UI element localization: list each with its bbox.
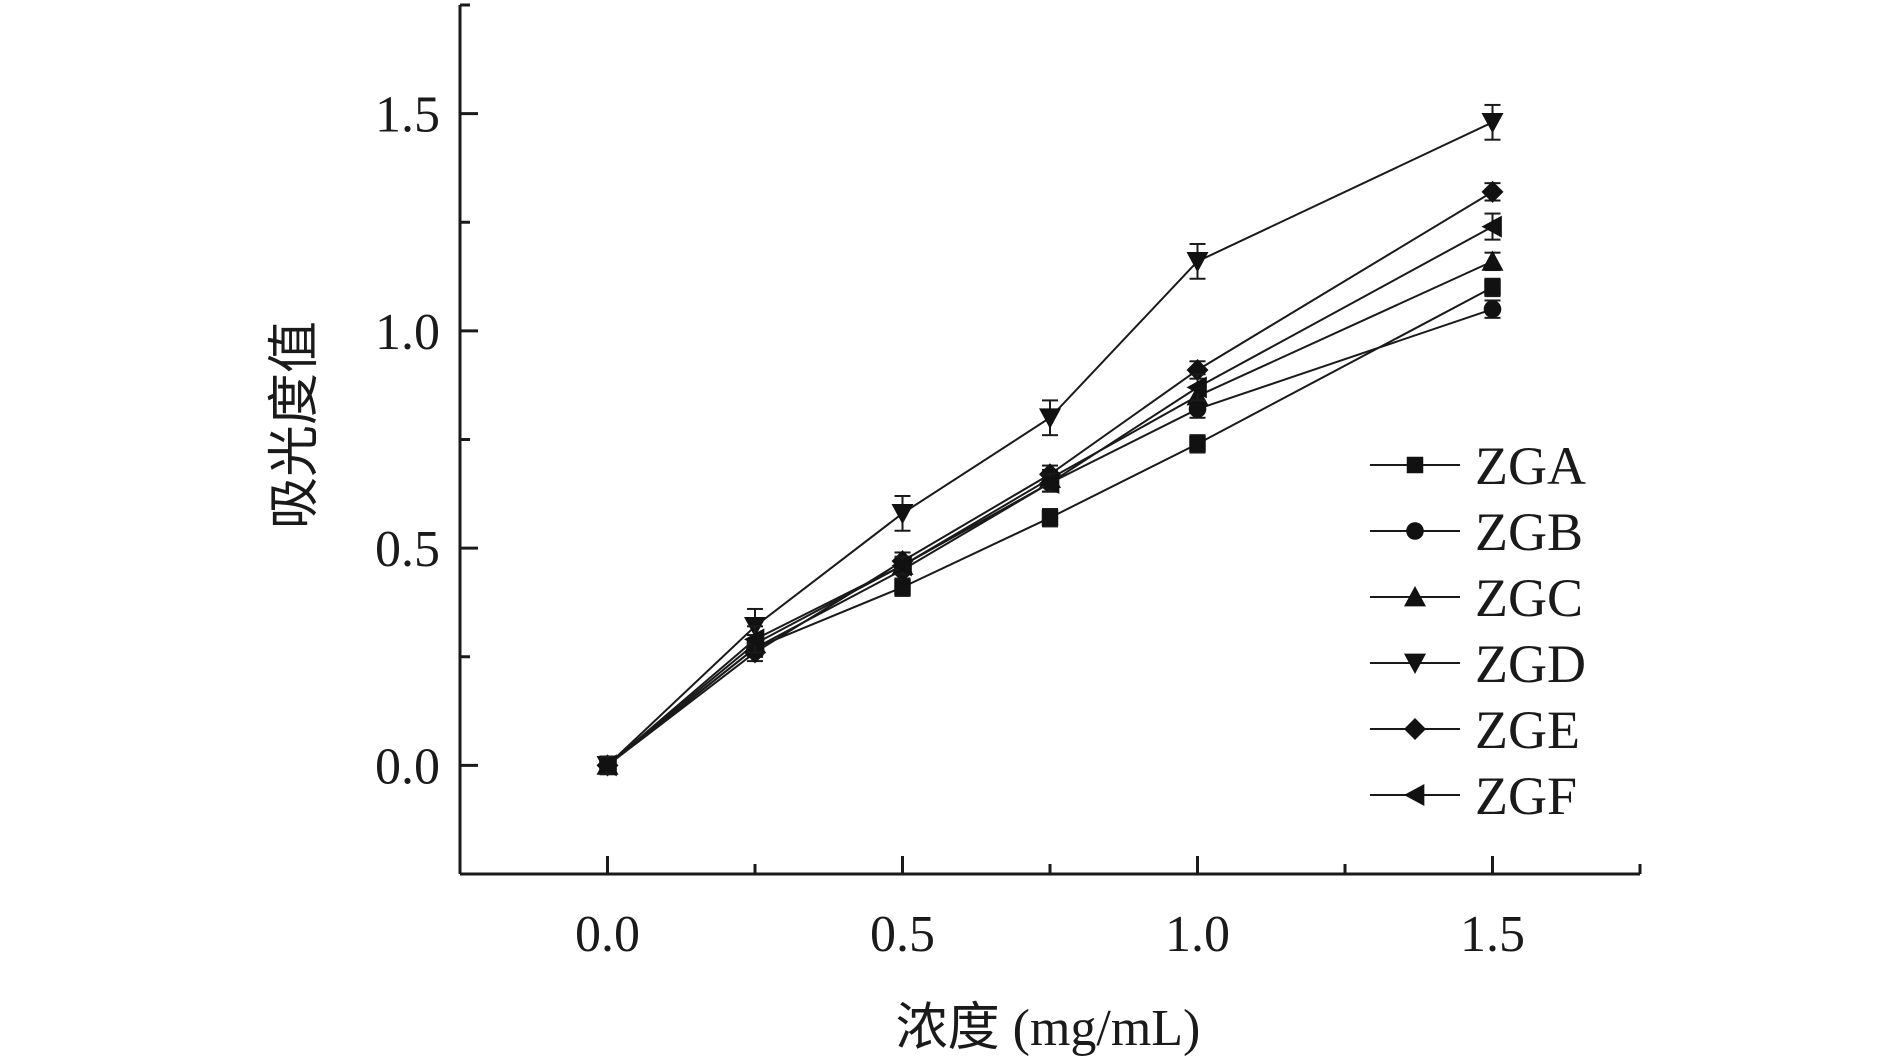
y-tick-label: 1.0 bbox=[375, 304, 440, 361]
legend-item-zgc: ZGC bbox=[1370, 568, 1583, 628]
data-point bbox=[1186, 252, 1209, 273]
series-line bbox=[606, 225, 1493, 767]
data-point bbox=[894, 578, 911, 596]
data-point bbox=[1039, 408, 1061, 429]
x-tick-label: 0.5 bbox=[870, 906, 935, 963]
x-tick-label: 0.0 bbox=[575, 906, 640, 963]
series-layer bbox=[596, 103, 1504, 777]
data-point bbox=[1039, 471, 1060, 494]
data-point bbox=[1484, 279, 1501, 296]
y-tick-label: 0.5 bbox=[375, 521, 440, 578]
series-line bbox=[606, 260, 1493, 767]
legend-item-zgd: ZGD bbox=[1370, 634, 1586, 694]
legend-marker bbox=[1404, 718, 1426, 740]
legend-item-zge: ZGE bbox=[1370, 700, 1580, 760]
legend-item-zgf: ZGF bbox=[1370, 766, 1577, 826]
data-point bbox=[596, 754, 617, 777]
legend-item-zgb: ZGB bbox=[1370, 502, 1583, 562]
series-zgb bbox=[598, 299, 1502, 776]
data-point bbox=[1481, 250, 1504, 271]
y-tick-label: 1.5 bbox=[375, 87, 440, 144]
data-point bbox=[1481, 180, 1504, 203]
legend-item-zga: ZGA bbox=[1370, 436, 1586, 496]
legend-marker bbox=[1406, 522, 1424, 540]
data-point bbox=[891, 554, 912, 577]
data-point bbox=[744, 628, 765, 651]
data-point bbox=[1189, 435, 1206, 453]
data-point bbox=[1483, 300, 1502, 318]
x-axis-title: 浓度 (mg/mL) bbox=[896, 1000, 1201, 1057]
y-axis-title: 吸光度值 bbox=[267, 321, 324, 529]
data-point bbox=[891, 504, 914, 525]
series-line bbox=[606, 190, 1494, 767]
series-zgd bbox=[596, 103, 1504, 777]
data-point bbox=[1041, 509, 1059, 526]
legend-label: ZGF bbox=[1475, 766, 1577, 826]
legend-label: ZGE bbox=[1475, 700, 1580, 760]
series-line bbox=[606, 308, 1493, 767]
legend-label: ZGC bbox=[1475, 568, 1583, 628]
legend-label: ZGA bbox=[1475, 436, 1586, 496]
data-point bbox=[1186, 376, 1207, 399]
x-tick-label: 1.0 bbox=[1165, 906, 1230, 963]
x-tick-label: 1.5 bbox=[1460, 906, 1525, 963]
legend-marker bbox=[1404, 784, 1425, 806]
data-point bbox=[1481, 215, 1502, 238]
legend-marker bbox=[1404, 586, 1426, 607]
legend-marker bbox=[1406, 456, 1424, 474]
data-point bbox=[1481, 112, 1504, 134]
ticks: 0.0 0.5 1.0 1.5 0.0 0.5 1.0 1.5 bbox=[375, 3, 1642, 963]
series-zgf bbox=[596, 212, 1502, 777]
series-line bbox=[606, 121, 1493, 767]
legend-label: ZGD bbox=[1475, 634, 1586, 694]
y-tick-label: 0.0 bbox=[375, 738, 440, 795]
legend-marker bbox=[1404, 653, 1426, 674]
legend-label: ZGB bbox=[1475, 502, 1583, 562]
data-point bbox=[1186, 358, 1209, 381]
